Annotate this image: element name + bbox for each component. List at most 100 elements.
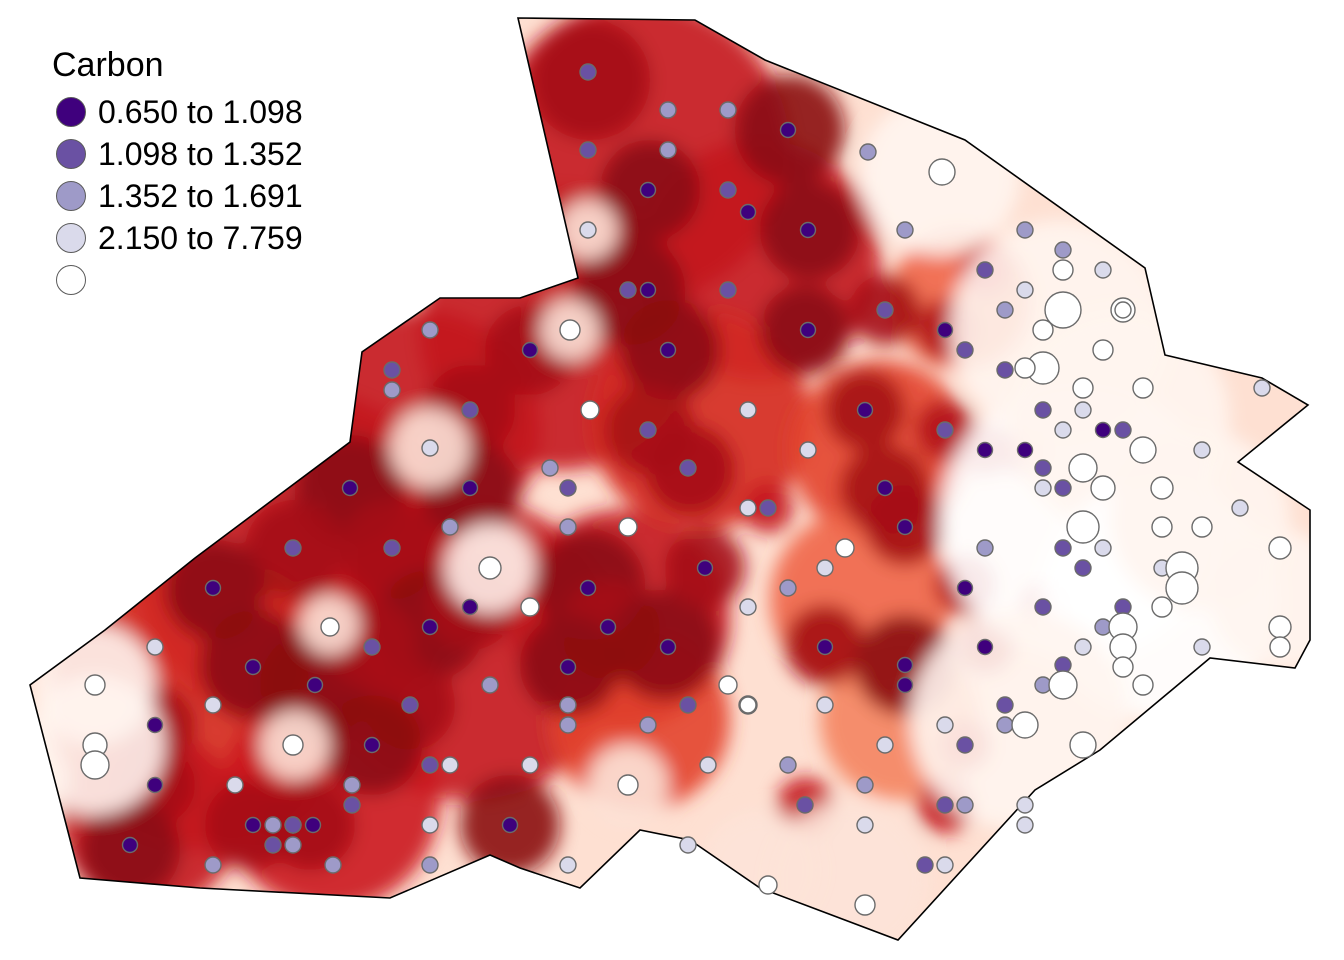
sample-point [759,499,777,517]
sample-point [421,856,439,874]
sample-point [956,341,974,359]
sample-point [719,101,737,119]
sample-point [1268,615,1292,639]
sample-point [856,816,874,834]
sample-point [1114,421,1132,439]
sample-point [976,539,994,557]
sample-point [284,816,302,834]
sample-point [343,796,361,814]
legend-item: 0.650 to 1.098 [52,91,303,133]
sample-point [976,261,994,279]
sample-point [121,836,139,854]
sample-point [739,598,757,616]
sample-point [146,716,164,734]
sample-point [599,618,617,636]
sample-point [559,518,577,536]
sample-point [421,439,439,457]
legend-item [52,259,303,301]
sample-point [719,281,737,299]
sample-point [1191,516,1213,538]
sample-point [521,341,539,359]
sample-point [579,221,597,239]
sample-point [996,696,1014,714]
sample-point [956,796,974,814]
legend-swatch-icon [56,223,86,253]
legend-swatch-icon [56,97,86,127]
sample-point [1074,638,1092,656]
sample-point [559,479,577,497]
sample-point [1054,241,1072,259]
sample-point [936,796,954,814]
sample-point [799,221,817,239]
sample-point [639,421,657,439]
legend-swatch-icon [56,139,86,169]
sample-point [1109,633,1137,661]
sample-point [146,776,164,794]
sample-point [1016,816,1034,834]
sample-point [421,321,439,339]
sample-point [1094,539,1112,557]
sample-point [244,816,262,834]
sample-point [383,539,401,557]
sample-point [580,400,600,420]
sample-point [1016,281,1034,299]
sample-point [619,281,637,299]
sample-point [896,221,914,239]
legend-title: Carbon [52,46,164,84]
sample-point [618,517,638,537]
legend-item: 2.150 to 7.759 [52,217,303,259]
sample-point [1129,436,1157,464]
sample-point [461,598,479,616]
sample-point [84,674,106,696]
sample-point [282,734,304,756]
sample-point [679,459,697,477]
sample-point [1069,731,1097,759]
sample-point [779,579,797,597]
sample-point [779,121,797,139]
sample-point [204,579,222,597]
sample-point [1151,516,1173,538]
sample-point [520,597,540,617]
sample-point [936,716,954,734]
sample-point [478,556,502,580]
sample-point [80,750,110,780]
sample-point [916,856,934,874]
sample-point [1074,401,1092,419]
sample-point [363,638,381,656]
sample-point [896,518,914,536]
sample-point [1231,499,1249,517]
sample-point [559,716,577,734]
surface-blob [950,220,1170,440]
sample-point [341,479,359,497]
sample-point [1052,259,1074,281]
sample-point [264,836,282,854]
sample-point [659,341,677,359]
sample-point [363,736,381,754]
sample-point [739,696,757,714]
sample-point [976,441,994,459]
sample-point [639,716,657,734]
sample-point [1016,441,1034,459]
sample-point [639,281,657,299]
sample-point [1150,476,1174,500]
sample-point [956,736,974,754]
sample-point [936,321,954,339]
sample-point [244,658,262,676]
sample-point [1068,453,1098,483]
legend-label: 0.650 to 1.098 [98,93,303,130]
sample-point [461,479,479,497]
sample-point [559,856,577,874]
sample-point [796,796,814,814]
sample-point [1269,636,1291,658]
sample-point [856,401,874,419]
sample-point [936,856,954,874]
sample-point [1048,670,1078,700]
sample-point [876,479,894,497]
sample-point [441,518,459,536]
sample-point [304,816,322,834]
legend: Carbon 0.650 to 1.098 1.098 to 1.352 1.3… [52,46,303,301]
sample-point [284,539,302,557]
sample-point [854,894,876,916]
sample-point [1132,377,1154,399]
sample-point [976,638,994,656]
